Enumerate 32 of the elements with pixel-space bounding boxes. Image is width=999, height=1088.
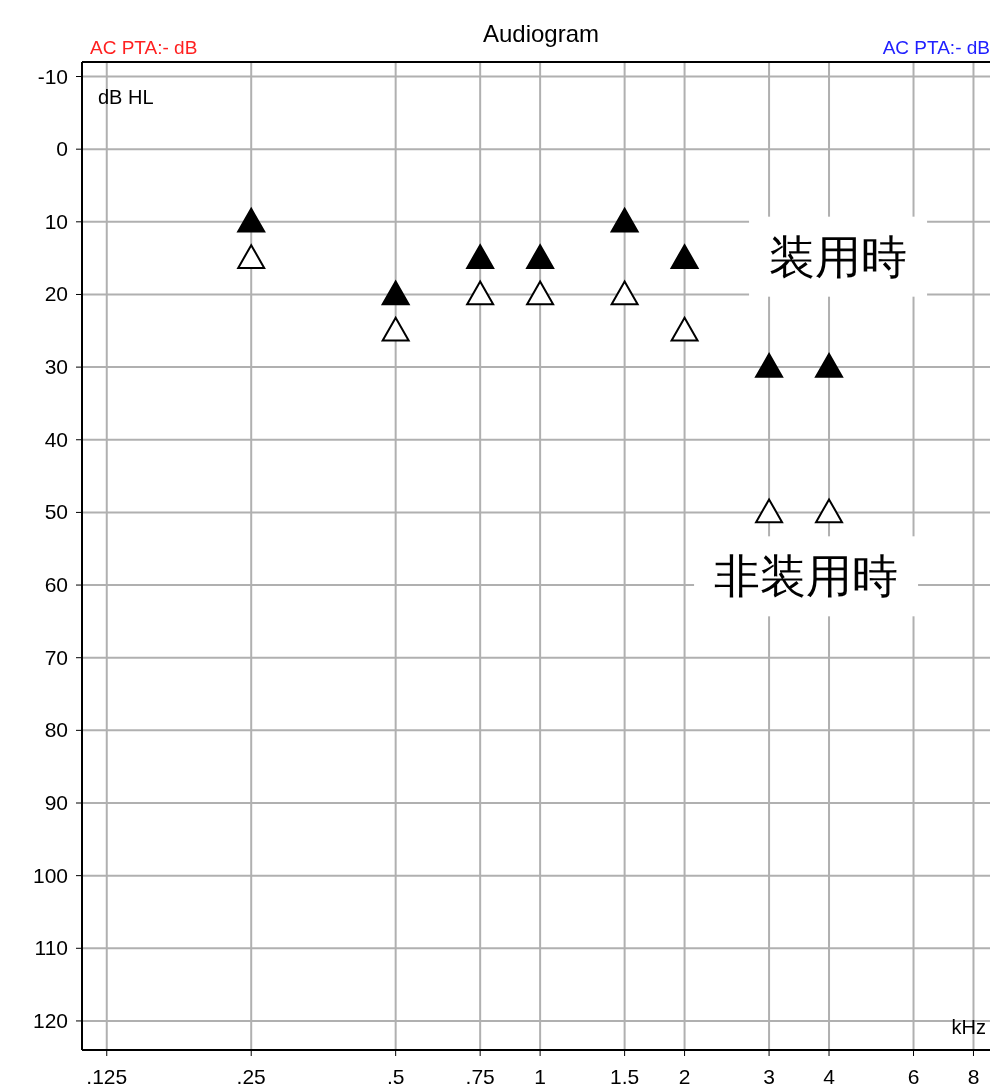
- y-tick-label: 110: [34, 936, 68, 960]
- text: AC PTA:- dB: [90, 37, 198, 58]
- x-tick-label: .75: [465, 1065, 495, 1088]
- y-tick-label: 100: [32, 863, 68, 887]
- y-tick-label: 60: [44, 573, 68, 597]
- x-tick-label: 4: [823, 1065, 836, 1088]
- series-label: 装用時: [769, 230, 908, 283]
- y-tick-label: 0: [56, 137, 68, 161]
- y-tick-label: 20: [44, 282, 68, 306]
- x-tick-label: 1.5: [610, 1065, 640, 1088]
- chart-title: Audiogram: [482, 20, 600, 47]
- x-tick-label: 6: [907, 1065, 920, 1088]
- y-tick-label: 90: [44, 791, 68, 814]
- y-tick-label: 120: [32, 1008, 68, 1032]
- x-axis-title: kHz: [951, 1016, 986, 1038]
- x-tick-label: 8: [967, 1065, 980, 1088]
- text: AC PTA:- dB: [882, 37, 990, 58]
- y-tick-label: 30: [44, 355, 68, 379]
- y-tick-label: 10: [44, 209, 68, 233]
- series-label: 非装用時: [714, 550, 899, 603]
- x-tick-label: .5: [386, 1065, 405, 1088]
- x-tick-label: 2: [678, 1065, 691, 1088]
- y-tick-label: -10: [37, 64, 68, 88]
- x-tick-label: 1: [534, 1065, 546, 1088]
- y-tick-label: 70: [44, 645, 68, 669]
- y-tick-label: 50: [44, 500, 68, 524]
- x-tick-label: 3: [763, 1065, 775, 1088]
- x-tick-label: .125: [86, 1065, 128, 1088]
- y-axis-title: dB HL: [98, 86, 154, 108]
- x-tick-label: .25: [236, 1065, 266, 1088]
- y-tick-label: 80: [44, 718, 68, 742]
- y-tick-label: 40: [44, 427, 68, 451]
